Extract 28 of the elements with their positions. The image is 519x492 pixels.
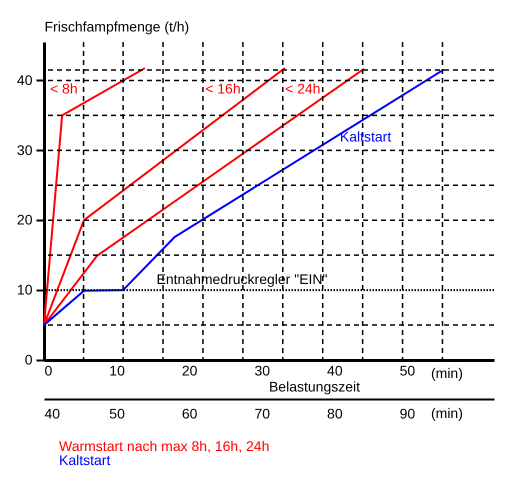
- y-tick-label: 40: [16, 72, 33, 88]
- ref-line-label: Entnahmedruckregler "EIN": [156, 271, 328, 288]
- x-tick-label: 0: [44, 362, 52, 378]
- series-label: < 16h: [205, 80, 241, 97]
- series-label: < 24h: [285, 80, 320, 97]
- text: (min): [431, 405, 463, 421]
- x-tick-label: 40: [327, 362, 343, 378]
- y-tick-label: 20: [16, 212, 33, 228]
- series-label: < 8h: [50, 80, 78, 97]
- text: (min): [431, 365, 463, 381]
- x-tick-label: 20: [182, 362, 198, 378]
- x2-tick-label: 40: [44, 406, 60, 422]
- y-tick-label: 30: [16, 142, 33, 158]
- y-tick-label: 10: [16, 282, 33, 298]
- text: Warmstart nach max 8h, 16h, 24h: [59, 438, 270, 454]
- x2-tick-label: 90: [400, 406, 416, 422]
- x-tick-label: 10: [109, 362, 126, 378]
- x2-tick-label: 60: [182, 406, 198, 422]
- text: Kaltstart: [59, 452, 110, 468]
- x2-tick-label: 80: [327, 406, 343, 422]
- y-tick-label: 0: [24, 352, 33, 368]
- x-tick-label: 50: [400, 362, 416, 378]
- x2-tick-label: 70: [254, 406, 270, 422]
- y-axis-title: Frischfampfmenge (t/h): [44, 18, 190, 34]
- x-tick-label: 30: [254, 362, 270, 378]
- x2-tick-label: 50: [109, 406, 126, 422]
- series-label: Kaltstart: [340, 128, 392, 144]
- x-axis-title: Belastungszeit: [268, 378, 360, 394]
